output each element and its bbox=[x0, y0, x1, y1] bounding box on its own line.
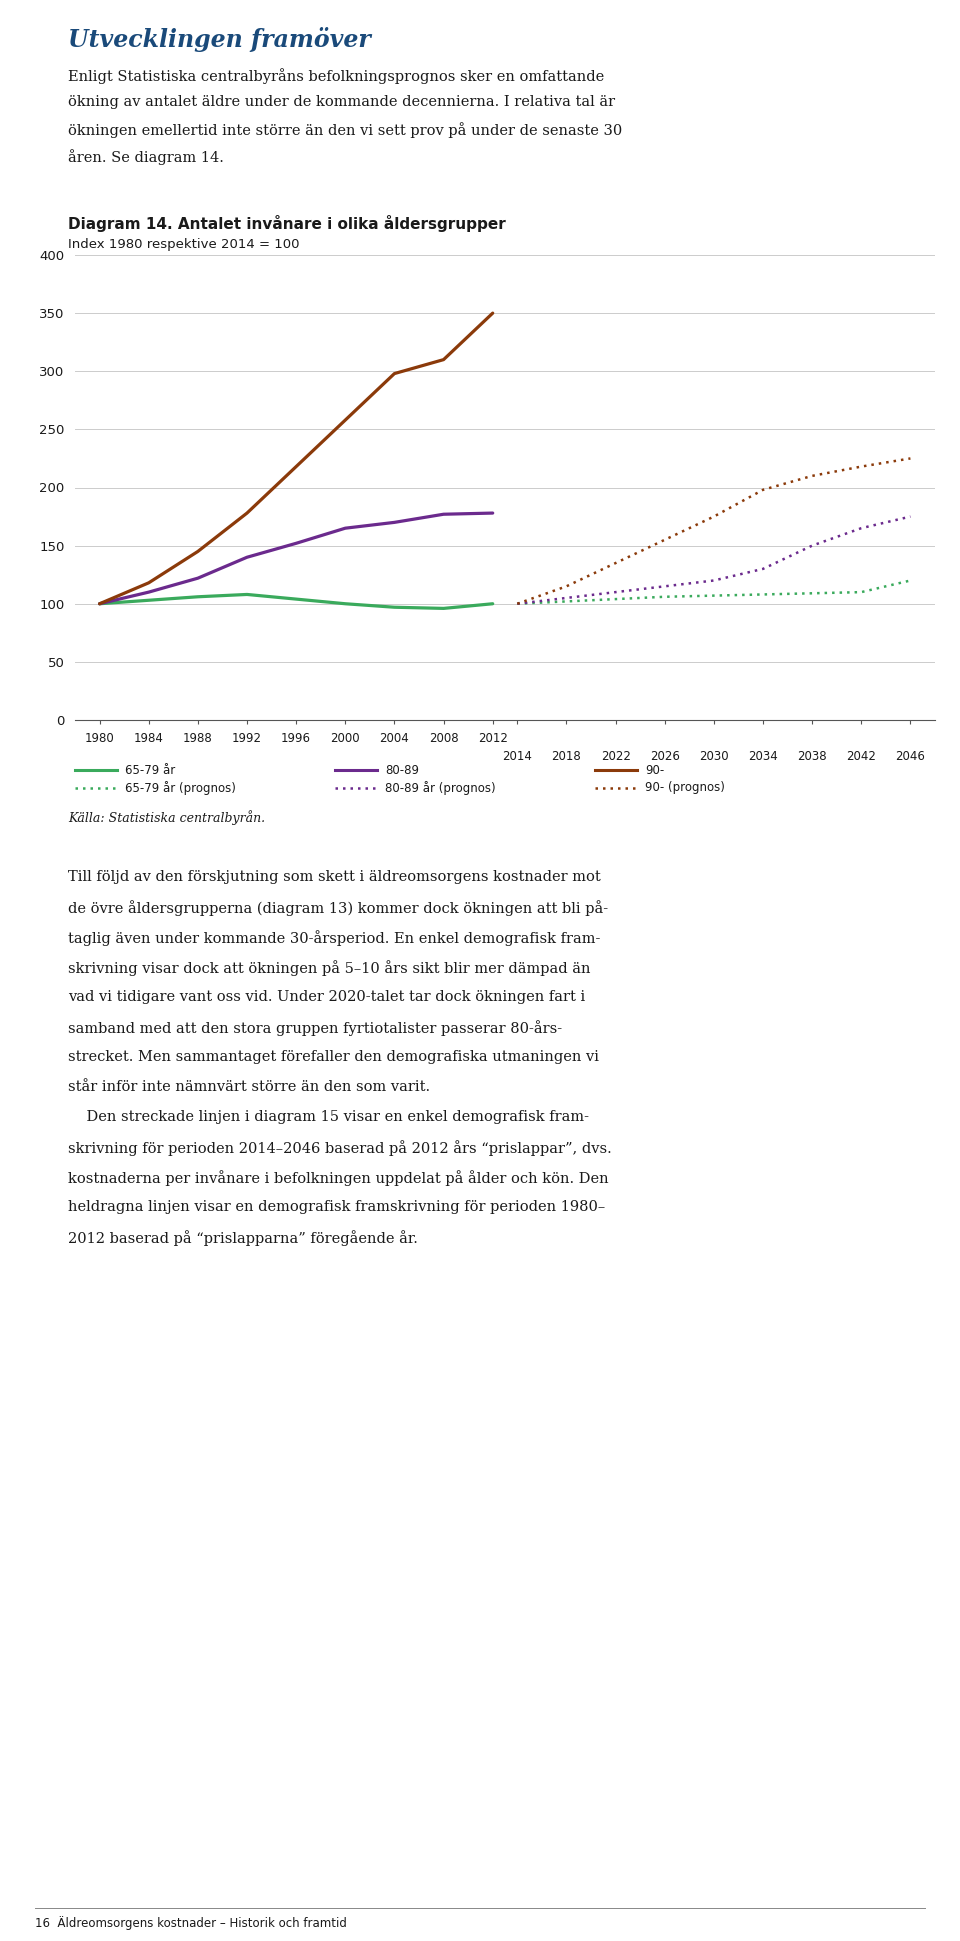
Text: står inför inte nämnvärt större än den som varit.: står inför inte nämnvärt större än den s… bbox=[68, 1079, 430, 1095]
Text: Till följd av den förskjutning som skett i äldreomsorgens kostnader mot: Till följd av den förskjutning som skett… bbox=[68, 870, 601, 883]
Text: samband med att den stora gruppen fyrtiotalister passerar 80-års-: samband med att den stora gruppen fyrtio… bbox=[68, 1021, 563, 1036]
Text: vad vi tidigare vant oss vid. Under 2020-talet tar dock ökningen fart i: vad vi tidigare vant oss vid. Under 2020… bbox=[68, 990, 586, 1003]
Text: åren. Se diagram 14.: åren. Se diagram 14. bbox=[68, 149, 224, 165]
Text: Utvecklingen framöver: Utvecklingen framöver bbox=[68, 27, 371, 52]
Text: 2000: 2000 bbox=[330, 732, 360, 745]
Text: 1980: 1980 bbox=[84, 732, 114, 745]
Text: Enligt Statistiska centralbyråns befolkningsprognos sker en omfattande: Enligt Statistiska centralbyråns befolkn… bbox=[68, 68, 604, 83]
Text: ökningen emellertid inte större än den vi sett prov på under de senaste 30: ökningen emellertid inte större än den v… bbox=[68, 122, 622, 138]
Text: 2042: 2042 bbox=[847, 749, 876, 763]
Text: 2030: 2030 bbox=[699, 749, 729, 763]
Text: 90- (prognos): 90- (prognos) bbox=[645, 782, 725, 794]
Text: taglig även under kommande 30-årsperiod. En enkel demografisk fram-: taglig även under kommande 30-årsperiod.… bbox=[68, 930, 600, 945]
Text: kostnaderna per invånare i befolkningen uppdelat på ålder och kön. Den: kostnaderna per invånare i befolkningen … bbox=[68, 1170, 609, 1186]
Text: 2012 baserad på “prislapparna” föregående år.: 2012 baserad på “prislapparna” föregåend… bbox=[68, 1231, 418, 1246]
Text: strecket. Men sammantaget förefaller den demografiska utmaningen vi: strecket. Men sammantaget förefaller den… bbox=[68, 1050, 599, 1064]
Text: 65-79 år (prognos): 65-79 år (prognos) bbox=[125, 780, 236, 796]
Text: 2026: 2026 bbox=[650, 749, 680, 763]
Text: 2038: 2038 bbox=[798, 749, 827, 763]
Text: 90-: 90- bbox=[645, 763, 664, 776]
Text: skrivning för perioden 2014–2046 baserad på 2012 års “prislappar”, dvs.: skrivning för perioden 2014–2046 baserad… bbox=[68, 1139, 612, 1157]
Text: 2004: 2004 bbox=[379, 732, 409, 745]
Text: 1988: 1988 bbox=[183, 732, 213, 745]
Text: 80-89: 80-89 bbox=[385, 763, 419, 776]
Text: 65-79 år: 65-79 år bbox=[125, 763, 176, 776]
Text: 1996: 1996 bbox=[281, 732, 311, 745]
Text: 2046: 2046 bbox=[896, 749, 925, 763]
Text: 2018: 2018 bbox=[552, 749, 582, 763]
Text: 80-89 år (prognos): 80-89 år (prognos) bbox=[385, 780, 495, 796]
Text: Diagram 14. Antalet invånare i olika åldersgrupper: Diagram 14. Antalet invånare i olika åld… bbox=[68, 215, 506, 233]
Text: Den streckade linjen i diagram 15 visar en enkel demografisk fram-: Den streckade linjen i diagram 15 visar … bbox=[68, 1110, 589, 1124]
Text: 2034: 2034 bbox=[748, 749, 778, 763]
Text: 2008: 2008 bbox=[429, 732, 458, 745]
Text: 16  Äldreomsorgens kostnader – Historik och framtid: 16 Äldreomsorgens kostnader – Historik o… bbox=[35, 1916, 347, 1929]
Text: 1992: 1992 bbox=[232, 732, 262, 745]
Text: 2014: 2014 bbox=[502, 749, 532, 763]
Text: de övre åldersgrupperna (diagram 13) kommer dock ökningen att bli på-: de övre åldersgrupperna (diagram 13) kom… bbox=[68, 901, 608, 916]
Text: Index 1980 respektive 2014 = 100: Index 1980 respektive 2014 = 100 bbox=[68, 239, 300, 250]
Text: 1984: 1984 bbox=[133, 732, 163, 745]
Text: 2022: 2022 bbox=[601, 749, 631, 763]
Text: ökning av antalet äldre under de kommande decennierna. I relativa tal är: ökning av antalet äldre under de kommand… bbox=[68, 95, 615, 109]
Text: Källa: Statistiska centralbyrån.: Källa: Statistiska centralbyrån. bbox=[68, 809, 265, 825]
Text: heldragna linjen visar en demografisk framskrivning för perioden 1980–: heldragna linjen visar en demografisk fr… bbox=[68, 1200, 605, 1213]
Text: 2012: 2012 bbox=[478, 732, 508, 745]
Text: skrivning visar dock att ökningen på 5–10 års sikt blir mer dämpad än: skrivning visar dock att ökningen på 5–1… bbox=[68, 961, 590, 976]
